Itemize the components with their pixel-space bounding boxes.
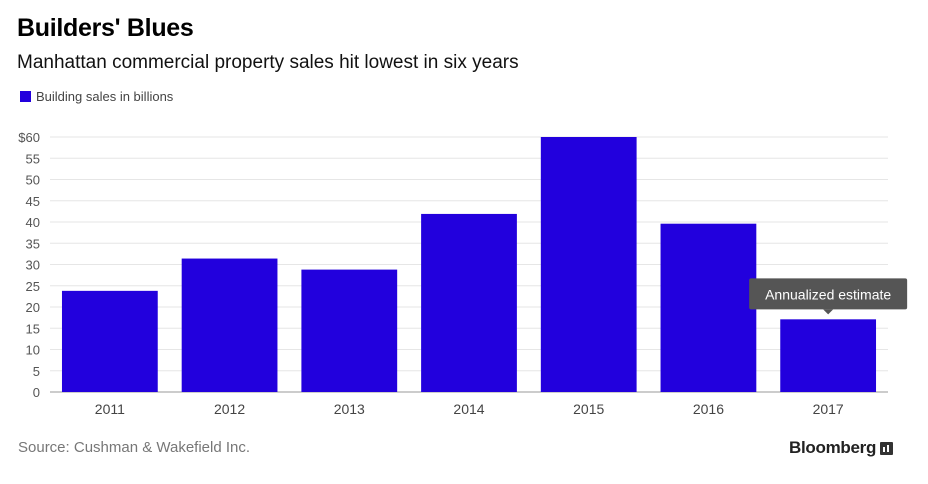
y-tick-label: 5 <box>33 364 40 379</box>
bar-2011 <box>61 290 158 392</box>
annotation-pointer <box>823 309 834 315</box>
legend-swatch <box>20 91 31 102</box>
y-tick-label: $60 <box>18 130 40 145</box>
y-tick-label: 25 <box>26 279 40 294</box>
y-tick-label: 10 <box>26 343 40 358</box>
brand-logo: Bloomberg <box>789 438 894 458</box>
y-tick-label: 30 <box>26 258 40 273</box>
y-tick-label: 55 <box>26 151 40 166</box>
bloomberg-chart-icon <box>880 441 894 455</box>
brand-name: Bloomberg <box>789 438 877 457</box>
bar-2017 <box>780 319 877 392</box>
x-tick-label: 2011 <box>95 401 125 417</box>
x-tick-label: 2012 <box>214 401 245 417</box>
x-tick-label: 2016 <box>693 401 724 417</box>
bar-2012 <box>181 258 278 392</box>
legend-label: Building sales in billions <box>36 89 174 104</box>
bars <box>61 137 877 392</box>
y-tick-label: 15 <box>26 321 40 336</box>
x-tick-label: 2017 <box>813 401 844 417</box>
bar-2015 <box>540 137 637 392</box>
chart-title: Builders' Blues <box>17 14 194 42</box>
x-tick-label: 2014 <box>453 401 484 417</box>
y-tick-label: 50 <box>26 173 40 188</box>
x-axis-ticks: 2011 2012 2013 2014 2015 2016 2017 <box>95 401 844 417</box>
bar-2016 <box>660 223 757 392</box>
chart-subtitle: Manhattan commercial property sales hit … <box>17 52 519 73</box>
y-tick-label: 0 <box>33 385 40 400</box>
y-tick-label: 20 <box>26 300 40 315</box>
bar-2013 <box>301 269 398 392</box>
y-axis-ticks: 0 5 10 15 20 25 30 35 40 45 50 55 $60 <box>18 130 40 400</box>
legend: Building sales in billions <box>20 89 173 104</box>
y-tick-label: 35 <box>26 236 40 251</box>
annotations: Annualized estimate <box>749 278 908 315</box>
y-tick-label: 40 <box>26 215 40 230</box>
annotation-box <box>749 278 908 310</box>
annotation-text: Annualized estimate <box>765 286 891 302</box>
x-tick-label: 2015 <box>573 401 604 417</box>
x-tick-label: 2013 <box>334 401 365 417</box>
y-tick-label: 45 <box>26 194 40 209</box>
bar-2014 <box>421 213 517 392</box>
source-note: Source: Cushman & Wakefield Inc. <box>18 439 251 456</box>
